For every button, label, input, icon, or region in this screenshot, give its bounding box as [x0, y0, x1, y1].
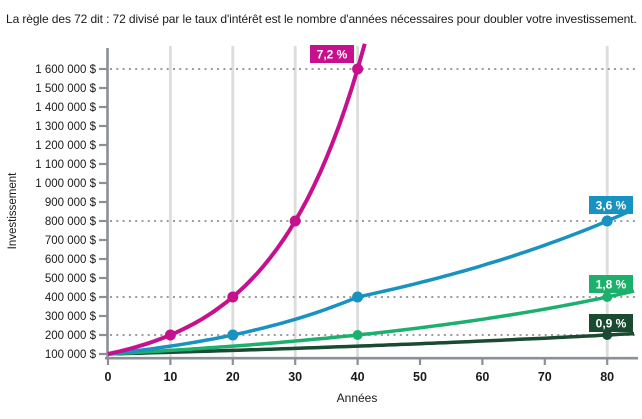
y-tick-label: 1 600 000 $	[35, 64, 96, 76]
y-tick-label: 300 000 $	[45, 311, 97, 323]
series-label-text: 1,8 %	[596, 278, 627, 292]
series-label-box	[589, 314, 633, 332]
data-point	[602, 330, 613, 340]
y-tick-label: 200 000 $	[45, 330, 97, 342]
data-point	[352, 291, 364, 303]
x-tick-label: 0	[105, 370, 112, 384]
data-point	[227, 291, 239, 303]
y-tick-label: 1 500 000 $	[35, 83, 96, 95]
x-axis-title: Années	[337, 391, 378, 405]
series-label-box	[589, 275, 633, 293]
y-tick-label: 400 000 $	[45, 292, 97, 304]
series-label-text: 3,6 %	[596, 199, 627, 213]
y-tick-label: 900 000 $	[45, 197, 97, 209]
y-tick-label: 1 100 000 $	[35, 159, 96, 171]
data-point	[352, 63, 364, 75]
series-label-0: 7,2 %	[310, 45, 354, 63]
x-axis: 0 10 20 30 40 50 60 70 80	[105, 356, 638, 384]
data-point	[164, 329, 176, 341]
series-label-box	[589, 196, 633, 214]
y-tick-label: 600 000 $	[45, 254, 97, 266]
series-label-2: 1,8 %	[589, 275, 633, 293]
x-tick-label: 70	[538, 370, 552, 384]
y-tick-label: 1 200 000 $	[35, 140, 96, 152]
data-point	[601, 215, 613, 227]
x-tick-label: 60	[475, 370, 489, 384]
series-label-1: 3,6 %	[589, 196, 633, 214]
y-tick-label: 500 000 $	[45, 273, 97, 285]
series-line-1	[107, 208, 633, 356]
chart-title: La règle des 72 dit : 72 divisé par le t…	[6, 12, 637, 26]
y-axis: 1 600 000 $ 1 500 000 $ 1 400 000 $ 1 300 0…	[35, 48, 109, 361]
data-point	[227, 329, 239, 341]
y-tick-label: 700 000 $	[45, 235, 97, 247]
y-tick-label: 800 000 $	[45, 216, 97, 228]
x-tick-label: 80	[600, 370, 614, 384]
series-label-text: 0,9 %	[596, 317, 627, 331]
series-label-box	[310, 45, 354, 63]
data-point	[602, 292, 613, 302]
series-label-3: 0,9 %	[589, 314, 633, 332]
x-tick-label: 40	[351, 370, 365, 384]
series-line-3	[107, 331, 635, 356]
y-tick-label: 100 000 $	[45, 349, 97, 361]
plot-area: 1 600 000 $ 1 500 000 $ 1 400 000 $ 1 300 0…	[35, 43, 638, 384]
y-axis-title: Investissement	[7, 172, 19, 250]
y-tick-label: 1 000 000 $	[35, 178, 96, 190]
data-point	[289, 215, 301, 227]
data-point	[352, 330, 363, 340]
x-tick-label: 10	[163, 370, 177, 384]
y-tick-label: 1 400 000 $	[35, 102, 96, 114]
series-line-2	[107, 289, 635, 356]
x-tick-label: 20	[226, 370, 240, 384]
x-tick-label: 30	[288, 370, 302, 384]
series-line-0	[107, 43, 367, 356]
series-label-text: 7,2 %	[317, 48, 348, 62]
y-tick-label: 1 300 000 $	[35, 121, 96, 133]
x-tick-label: 50	[413, 370, 427, 384]
